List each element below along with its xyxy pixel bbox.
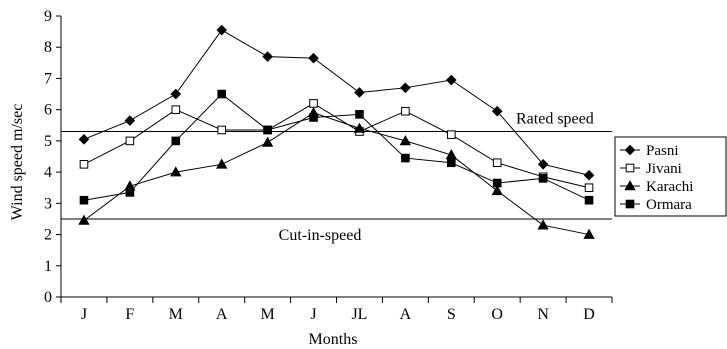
y-tick-label: 5 — [44, 133, 52, 150]
data-point — [171, 105, 181, 114]
data-point — [584, 195, 594, 205]
reference-line-label: Rated speed — [516, 111, 594, 128]
data-point — [537, 219, 549, 230]
data-point — [78, 214, 90, 225]
data-point — [400, 82, 411, 94]
data-point — [309, 113, 318, 122]
x-tick-label: JL — [351, 306, 367, 323]
data-point — [445, 74, 457, 86]
y-tick-label: 8 — [44, 39, 52, 56]
series-pasni — [78, 24, 595, 181]
data-point — [446, 158, 456, 168]
legend-label: Pasni — [646, 143, 679, 159]
y-tick-label: 9 — [44, 8, 52, 25]
data-point — [491, 105, 503, 117]
y-tick-label: 7 — [44, 70, 52, 87]
x-tick-label: A — [400, 306, 412, 323]
legend-label: Karachi — [646, 179, 693, 195]
series-line — [83, 93, 590, 201]
data-point — [491, 185, 503, 196]
data-point — [446, 130, 456, 139]
data-point — [125, 136, 135, 146]
data-point — [171, 136, 181, 146]
data-point — [399, 135, 412, 146]
y-tick-label: 3 — [44, 195, 52, 212]
y-tick-label: 4 — [44, 164, 52, 181]
data-point — [537, 158, 549, 170]
series-jivani — [79, 99, 594, 193]
data-point — [170, 88, 182, 100]
y-tick-label: 0 — [44, 289, 52, 306]
data-point — [79, 160, 89, 169]
data-point — [538, 174, 548, 183]
x-tick-label: M — [261, 306, 275, 323]
data-point — [401, 153, 410, 163]
x-tick-label: J — [310, 306, 316, 323]
data-point — [217, 125, 227, 135]
data-point — [261, 136, 274, 147]
data-point — [583, 169, 595, 181]
data-point — [217, 89, 227, 99]
data-point — [124, 115, 136, 126]
series-karachi — [78, 106, 595, 239]
data-point — [583, 228, 595, 239]
data-point — [78, 134, 90, 145]
data-point — [262, 51, 273, 62]
legend-label: Ormara — [646, 197, 692, 213]
data-point — [125, 188, 135, 197]
x-axis-title: Months — [309, 331, 358, 348]
data-point — [584, 183, 594, 193]
x-tick-label: J — [81, 306, 87, 323]
legend-label: Jivani — [646, 161, 682, 177]
y-axis-title: Wind speed m/sec — [9, 104, 26, 221]
series-layer — [78, 24, 595, 239]
x-tick-label: D — [583, 306, 595, 323]
legend: Pasni Jivani Karachi Ormara — [614, 136, 727, 217]
data-point — [353, 122, 366, 133]
y-tick-label: 6 — [44, 102, 52, 119]
series-line — [83, 112, 590, 236]
data-point — [309, 99, 318, 108]
data-point — [263, 125, 272, 135]
data-point — [79, 195, 89, 205]
x-tick-label: A — [216, 306, 228, 323]
data-point — [355, 110, 364, 119]
series-ormara — [79, 89, 594, 205]
legend-marker — [624, 144, 636, 156]
data-point — [492, 178, 502, 188]
series-line — [83, 29, 590, 176]
legend-marker — [625, 163, 635, 173]
x-tick-label: M — [169, 306, 183, 323]
data-point — [216, 24, 228, 36]
x-tick-label: F — [125, 306, 134, 323]
data-point — [492, 158, 502, 168]
data-point — [445, 149, 457, 160]
x-tick-label: N — [537, 306, 549, 323]
data-point — [401, 106, 410, 116]
reference-line-label: Cut-in-speed — [279, 227, 362, 244]
data-point — [308, 52, 319, 64]
y-tick-label: 2 — [44, 227, 52, 244]
y-tick-label: 1 — [44, 258, 52, 275]
x-tick-label: S — [447, 306, 456, 323]
data-point — [216, 158, 228, 169]
legend-marker — [624, 180, 636, 191]
data-point — [170, 166, 182, 177]
series-line — [83, 102, 590, 189]
legend-marker — [625, 199, 635, 209]
axes: 0 1 2 3 4 5 6 7 8 9 J F M A M J JL A S O N D — [44, 8, 613, 323]
data-point — [354, 87, 365, 98]
reference-lines: Rated speed Cut-in-speed — [61, 111, 612, 244]
x-tick-label: O — [491, 306, 503, 323]
